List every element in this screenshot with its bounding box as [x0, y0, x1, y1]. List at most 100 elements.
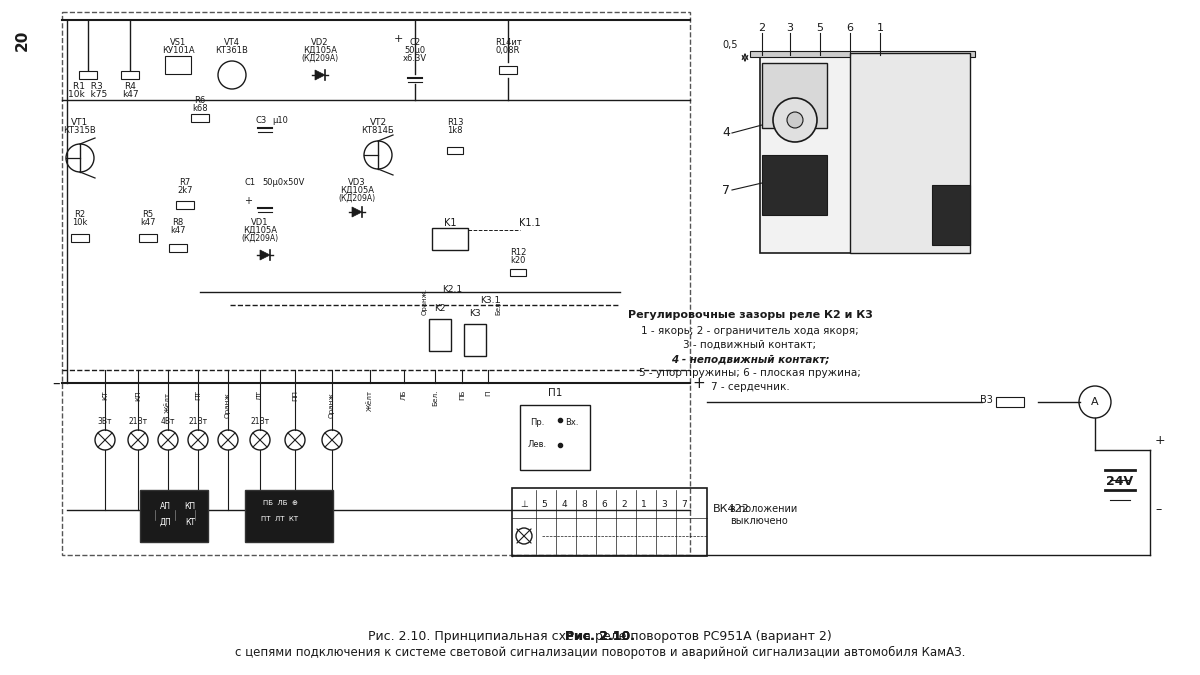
- Circle shape: [787, 112, 803, 128]
- Text: ПБ: ПБ: [458, 390, 466, 400]
- Text: с цепями подключения к системе световой сигнализации поворотов и аварийной сигна: с цепями подключения к системе световой …: [235, 646, 965, 659]
- Text: +: +: [692, 375, 704, 391]
- Text: VT4: VT4: [224, 38, 240, 47]
- Text: Лев.: Лев.: [528, 440, 546, 449]
- Text: ПП: ПП: [292, 390, 298, 401]
- Text: АП: АП: [160, 502, 170, 511]
- Bar: [762, 155, 827, 215]
- Text: КП: КП: [185, 502, 196, 511]
- Text: k47: k47: [170, 226, 186, 235]
- Text: 1: 1: [641, 500, 647, 509]
- Text: Бел.: Бел.: [496, 299, 502, 315]
- Bar: [464, 324, 486, 356]
- Text: 2: 2: [758, 23, 766, 33]
- Text: 5: 5: [541, 500, 547, 509]
- Text: R5: R5: [143, 210, 154, 219]
- Text: (КД209А): (КД209А): [301, 54, 338, 63]
- Text: VT2: VT2: [370, 118, 386, 127]
- Text: x6.3V: x6.3V: [403, 54, 427, 63]
- Text: µ10: µ10: [272, 116, 288, 125]
- Text: 3: 3: [786, 23, 793, 33]
- Text: КД105А: КД105А: [302, 46, 337, 55]
- Text: 4 - неподвижный контакт;: 4 - неподвижный контакт;: [671, 354, 829, 364]
- Text: ⊥: ⊥: [520, 500, 528, 509]
- Bar: [762, 63, 827, 128]
- Text: 10k  k75: 10k k75: [68, 90, 108, 99]
- Bar: [432, 228, 468, 250]
- Text: в положении: в положении: [730, 504, 797, 514]
- Text: K2: K2: [434, 304, 445, 313]
- Bar: [169, 244, 187, 252]
- Bar: [139, 234, 157, 242]
- Text: КП: КП: [134, 390, 142, 401]
- Bar: [62, 12, 690, 555]
- Text: П1: П1: [548, 388, 562, 398]
- Text: 3: 3: [661, 500, 667, 509]
- Text: 5: 5: [816, 23, 823, 33]
- Bar: [850, 53, 970, 253]
- Text: 2k7: 2k7: [178, 186, 193, 195]
- Text: k20: k20: [510, 256, 526, 265]
- Text: +: +: [1154, 433, 1165, 446]
- Text: 7: 7: [722, 184, 730, 196]
- Text: 24V: 24V: [1106, 475, 1134, 488]
- Bar: [760, 53, 970, 253]
- Text: 21Вт: 21Вт: [251, 417, 270, 426]
- Text: 50µ0x50V: 50µ0x50V: [262, 178, 305, 187]
- Bar: [499, 66, 517, 74]
- Text: КТ361В: КТ361В: [216, 46, 248, 55]
- Text: КТ: КТ: [102, 390, 108, 400]
- Text: 0,5: 0,5: [722, 40, 738, 50]
- Text: Рис. 2.10.: Рис. 2.10.: [565, 630, 635, 643]
- Text: A: A: [1091, 397, 1099, 407]
- Text: R14ит: R14ит: [494, 38, 521, 47]
- Circle shape: [773, 98, 817, 142]
- Text: R13: R13: [446, 118, 463, 127]
- Text: +: +: [244, 196, 252, 206]
- Text: (КД209А): (КД209А): [241, 234, 278, 243]
- Text: Жёлт: Жёлт: [367, 390, 373, 411]
- Text: VS1: VS1: [170, 38, 186, 47]
- Text: ПТ  ЛТ  КТ: ПТ ЛТ КТ: [262, 516, 299, 522]
- Bar: [121, 71, 139, 79]
- Text: 2: 2: [622, 500, 626, 509]
- Text: VD3: VD3: [348, 178, 366, 187]
- Text: VD1: VD1: [251, 218, 269, 227]
- Text: ВК422: ВК422: [713, 504, 750, 514]
- Text: R6: R6: [194, 96, 205, 105]
- Text: ПБ  ЛБ  ⊕: ПБ ЛБ ⊕: [263, 500, 298, 506]
- Text: 20: 20: [14, 30, 30, 51]
- Text: 5 - упор пружины; 6 - плоская пружина;: 5 - упор пружины; 6 - плоская пружина;: [640, 368, 860, 378]
- Bar: [191, 114, 209, 122]
- Text: КТ315В: КТ315В: [64, 126, 96, 135]
- Text: 1 - якорь; 2 - ограничитель хода якоря;: 1 - якорь; 2 - ограничитель хода якоря;: [641, 326, 859, 336]
- Text: 21Вт: 21Вт: [188, 417, 208, 426]
- Text: Рис. 2.10. Принципиальная схема реле поворотов РС951А (вариант 2): Рис. 2.10. Принципиальная схема реле пов…: [368, 630, 832, 643]
- Text: ДП: ДП: [160, 518, 170, 527]
- Text: ЛБ: ЛБ: [401, 390, 407, 400]
- Text: Вх.: Вх.: [565, 418, 578, 427]
- Text: k47: k47: [121, 90, 138, 99]
- Text: K3.1: K3.1: [480, 296, 500, 305]
- Text: (КД209А): (КД209А): [338, 194, 376, 203]
- Polygon shape: [352, 207, 362, 217]
- Bar: [996, 397, 1024, 407]
- Bar: [79, 71, 97, 79]
- Bar: [176, 201, 194, 209]
- Text: Оранж.: Оранж.: [329, 390, 335, 418]
- Text: КД105А: КД105А: [340, 186, 374, 195]
- Text: –: –: [1154, 504, 1162, 516]
- Bar: [245, 490, 334, 542]
- Text: +: +: [394, 34, 403, 44]
- Text: П: П: [485, 390, 491, 396]
- Text: Рис. 2.10.: Рис. 2.10.: [565, 630, 635, 643]
- Text: VD2: VD2: [311, 38, 329, 47]
- Bar: [430, 319, 451, 351]
- Bar: [166, 56, 191, 74]
- Bar: [512, 488, 707, 556]
- Bar: [140, 490, 208, 542]
- Text: 1k8: 1k8: [448, 126, 463, 135]
- Text: C3: C3: [256, 116, 266, 125]
- Text: 0,08R: 0,08R: [496, 46, 520, 55]
- Text: Регулировочные зазоры реле К2 и К3: Регулировочные зазоры реле К2 и К3: [628, 310, 872, 320]
